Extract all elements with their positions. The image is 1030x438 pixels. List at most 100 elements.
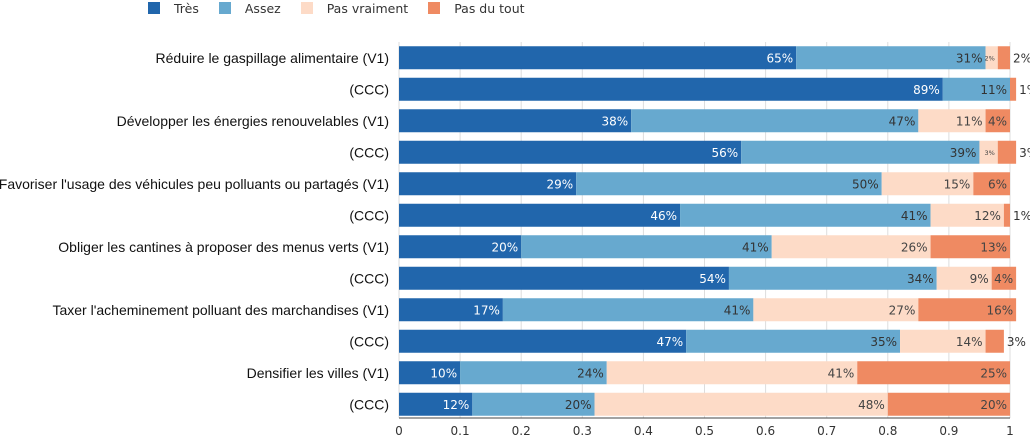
- x-tick-label: 0.5: [695, 424, 714, 438]
- bar-segment: [796, 46, 986, 70]
- bar-segment: [942, 77, 1010, 101]
- bar-segment: [399, 266, 729, 290]
- data-label: 3%: [1019, 146, 1030, 160]
- bar-segment: [576, 172, 882, 196]
- category-label: (CCC): [349, 207, 389, 223]
- data-label: 34%: [907, 272, 934, 286]
- bar-segment: [991, 266, 1017, 290]
- category-label: Obliger les cantines à proposer des menu…: [58, 239, 389, 255]
- legend-item-pas-vraiment[interactable]: Pas vraiment: [300, 0, 409, 16]
- bar-segment: [973, 172, 1010, 196]
- x-tick-label: 0.1: [451, 424, 470, 438]
- bar-segment: [399, 298, 503, 322]
- bar-segment: [680, 203, 931, 227]
- data-label: 50%: [852, 177, 879, 191]
- category-label: (CCC): [349, 270, 389, 286]
- data-label: 9%: [970, 272, 989, 286]
- legend-label-pas-vraiment: Pas vraiment: [326, 0, 409, 16]
- bar-segment: [399, 392, 473, 416]
- x-tick-label: 0.2: [512, 424, 531, 438]
- legend-item-tres[interactable]: Très: [148, 1, 199, 16]
- bar-segment: [399, 109, 632, 133]
- data-label: 3%: [984, 149, 994, 157]
- bar-segment: [399, 329, 687, 353]
- data-label: 54%: [699, 272, 726, 286]
- bar-segment: [930, 203, 1004, 227]
- bar-segment: [1003, 203, 1010, 227]
- legend-label-assez: Assez: [244, 0, 281, 16]
- legend-swatch-assez: [218, 2, 231, 14]
- data-label: 1%: [1013, 209, 1030, 223]
- data-label: 17%: [473, 303, 500, 317]
- data-label: 13%: [980, 240, 1007, 254]
- bar-segment: [930, 235, 1010, 259]
- data-label: 27%: [889, 303, 916, 317]
- x-tick-label: 0.7: [817, 424, 836, 438]
- legend-swatch-tres: [148, 2, 160, 14]
- bar-segment: [631, 109, 919, 133]
- data-label: 15%: [944, 177, 971, 191]
- legend-label-pas-du-tout: Pas du tout: [454, 0, 525, 16]
- x-tick-label: 0.3: [573, 424, 592, 438]
- category-label: Densifier les villes (V1): [247, 365, 389, 381]
- bar-segment: [918, 109, 986, 133]
- bar-segment: [997, 140, 1017, 164]
- legend-item-assez[interactable]: Assez: [218, 0, 281, 16]
- data-label: 47%: [889, 114, 916, 128]
- legend-label-tres: Très: [174, 0, 199, 16]
- category-label: (CCC): [349, 333, 389, 349]
- x-tick-label: 0.4: [634, 424, 653, 438]
- data-label: 4%: [988, 114, 1007, 128]
- bar-segment: [728, 266, 937, 290]
- category-label: (CCC): [349, 144, 389, 160]
- bar-segment: [686, 329, 901, 353]
- x-tick-label: 0.6: [756, 424, 775, 438]
- data-label: 29%: [547, 177, 574, 191]
- bar-segment: [1010, 77, 1017, 101]
- bar-segment: [399, 77, 943, 101]
- category-label: (CCC): [349, 396, 389, 412]
- bar-segment: [936, 266, 992, 290]
- data-label: 25%: [980, 366, 1007, 380]
- bar-segment: [881, 172, 974, 196]
- data-label: 65%: [766, 51, 793, 65]
- data-label: 20%: [980, 398, 1007, 412]
- bar-segment: [460, 361, 607, 385]
- bar-segment: [753, 298, 919, 322]
- x-tick-label: 1: [1006, 424, 1014, 438]
- data-label: 12%: [443, 398, 470, 412]
- bar-segment: [606, 361, 858, 385]
- data-label: 39%: [950, 146, 977, 160]
- bar-segment: [887, 392, 1010, 416]
- data-label: 89%: [913, 83, 940, 97]
- data-label: 16%: [986, 303, 1013, 317]
- data-label: 41%: [828, 366, 855, 380]
- data-label: 24%: [577, 366, 604, 380]
- bar-segment: [521, 235, 772, 259]
- category-label: Réduire le gaspillage alimentaire (V1): [156, 50, 389, 66]
- data-label: 10%: [430, 366, 457, 380]
- data-label: 12%: [974, 209, 1001, 223]
- data-label: 48%: [858, 398, 885, 412]
- bar-segment: [857, 361, 1010, 385]
- bar-segment: [997, 46, 1010, 70]
- bar-segment: [399, 361, 461, 385]
- bar-segment: [502, 298, 754, 322]
- bar-segment: [399, 140, 742, 164]
- category-label: Taxer l'acheminement polluant des marcha…: [52, 302, 389, 318]
- bar-segment: [399, 235, 522, 259]
- data-label: 38%: [602, 114, 629, 128]
- x-tick-label: 0.8: [878, 424, 897, 438]
- bar-segment: [771, 235, 931, 259]
- bar-segment: [741, 140, 980, 164]
- data-label: 2%: [1013, 51, 1030, 65]
- legend-swatch-pas-vraiment: [300, 2, 313, 14]
- bar-segment: [399, 172, 577, 196]
- category-label: (CCC): [349, 81, 389, 97]
- bar-segment: [918, 298, 1017, 322]
- bar-segment: [985, 329, 1004, 353]
- x-tick-label: 0.9: [939, 424, 958, 438]
- bar-segment: [399, 46, 797, 70]
- legend-item-pas-du-tout[interactable]: Pas du tout: [428, 0, 525, 16]
